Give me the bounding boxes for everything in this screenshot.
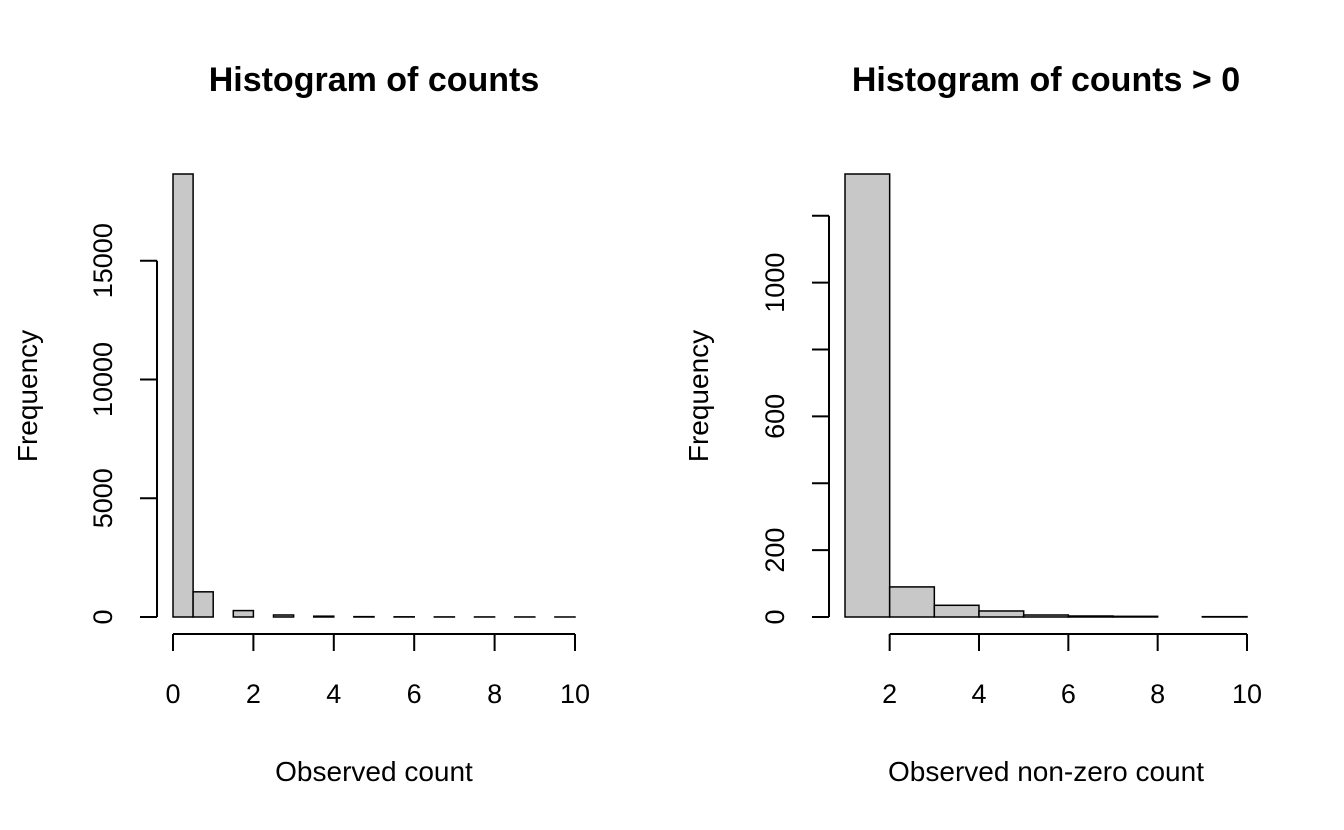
histogram-bar — [232, 609, 255, 618]
x-tick-label: 8 — [1150, 679, 1165, 709]
y-tick-label: 10000 — [88, 342, 118, 417]
x-axis-label: Observed count — [275, 756, 473, 787]
histogram-nonzero-counts-panel: Histogram of counts > 0 Observed non-zer… — [683, 61, 1262, 787]
chart-title: Histogram of counts > 0 — [852, 61, 1240, 99]
histogram-bar — [312, 615, 335, 618]
histogram-bar — [1112, 615, 1159, 618]
y-tick-label: 0 — [88, 609, 118, 624]
histogram-bar — [1022, 614, 1070, 618]
y-tick-label: 0 — [760, 609, 790, 624]
x-tick-label: 4 — [971, 679, 986, 709]
x-tick-label: 10 — [560, 679, 590, 709]
x-axis-label: Observed non-zero count — [888, 756, 1204, 787]
x-tick-label: 6 — [407, 679, 422, 709]
x-tick-label: 0 — [165, 679, 180, 709]
histogram-bar — [172, 173, 194, 618]
histogram-bar — [888, 586, 936, 618]
y-axis-label: Frequency — [683, 330, 714, 462]
y-axis: 0 5000 10000 15000 — [88, 223, 158, 625]
histogram-bar — [272, 614, 295, 618]
histogram-bar — [1067, 615, 1114, 618]
histogram-counts-panel: Histogram of counts Observed count Frequ… — [12, 61, 590, 787]
x-tick-label: 10 — [1232, 679, 1262, 709]
histogram-bar — [192, 591, 214, 618]
x-tick-label: 4 — [326, 679, 341, 709]
x-tick-label: 2 — [246, 679, 261, 709]
y-tick-label: 600 — [760, 394, 790, 439]
bars — [172, 173, 576, 618]
y-tick-label: 5000 — [88, 468, 118, 528]
x-axis: 2 4 6 8 10 — [882, 633, 1262, 709]
histogram-bar — [844, 173, 891, 618]
x-tick-label: 6 — [1061, 679, 1076, 709]
chart-title: Histogram of counts — [209, 61, 540, 99]
histogram-bar — [933, 604, 980, 618]
bars — [844, 173, 1248, 618]
x-tick-label: 2 — [882, 679, 897, 709]
y-axis: 0 200 600 1000 — [760, 214, 830, 625]
histogram-bar — [978, 610, 1025, 618]
y-axis-label: Frequency — [12, 330, 43, 462]
y-tick-label: 1000 — [760, 253, 790, 313]
x-tick-label: 8 — [487, 679, 502, 709]
x-axis: 0 2 4 6 8 10 — [165, 633, 590, 709]
y-tick-label: 15000 — [88, 223, 118, 298]
y-tick-label: 200 — [760, 528, 790, 573]
